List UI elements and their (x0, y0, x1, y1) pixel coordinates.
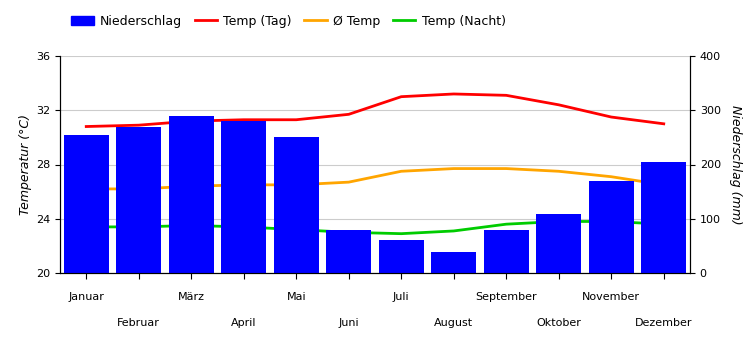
Bar (379, 240, 424, 273)
Legend: Niederschlag, Temp (Tag), Ø Temp, Temp (Nacht): Niederschlag, Temp (Tag), Ø Temp, Temp (… (66, 10, 511, 33)
Bar (64, 135, 109, 273)
Text: November: November (582, 292, 640, 302)
Text: September: September (0, 349, 1, 350)
Text: September: September (476, 292, 537, 302)
Bar (484, 230, 529, 273)
Text: April: April (0, 349, 1, 350)
Text: Dezember: Dezember (635, 318, 692, 329)
Text: Juli: Juli (0, 349, 1, 350)
Text: Mai: Mai (0, 349, 1, 350)
Bar (589, 181, 634, 273)
Text: April: April (231, 318, 256, 329)
Bar (536, 215, 581, 273)
Text: Februar: Februar (0, 349, 1, 350)
Text: Mai: Mai (286, 292, 306, 302)
Text: Februar: Februar (117, 318, 160, 329)
Text: Juli: Juli (393, 292, 410, 302)
Y-axis label: Niederschlag (mm): Niederschlag (mm) (729, 105, 742, 224)
Text: Januar: Januar (0, 349, 1, 350)
Text: Juni: Juni (0, 349, 1, 350)
Bar (431, 252, 476, 273)
Text: Oktober: Oktober (0, 349, 1, 350)
Bar (169, 116, 214, 273)
Text: Oktober: Oktober (536, 318, 581, 329)
Bar (326, 230, 371, 273)
Text: März: März (178, 292, 205, 302)
Text: Dezember: Dezember (0, 349, 1, 350)
Text: August: August (434, 318, 473, 329)
Text: März: März (0, 349, 1, 350)
Text: Juni: Juni (338, 318, 359, 329)
Text: November: November (0, 349, 1, 350)
Text: Januar: Januar (68, 292, 104, 302)
Bar (221, 121, 266, 273)
Text: August: August (0, 349, 1, 350)
Y-axis label: Temperatur (°C): Temperatur (°C) (19, 114, 32, 215)
Bar (641, 162, 686, 273)
Bar (116, 127, 161, 273)
Bar (274, 137, 319, 273)
